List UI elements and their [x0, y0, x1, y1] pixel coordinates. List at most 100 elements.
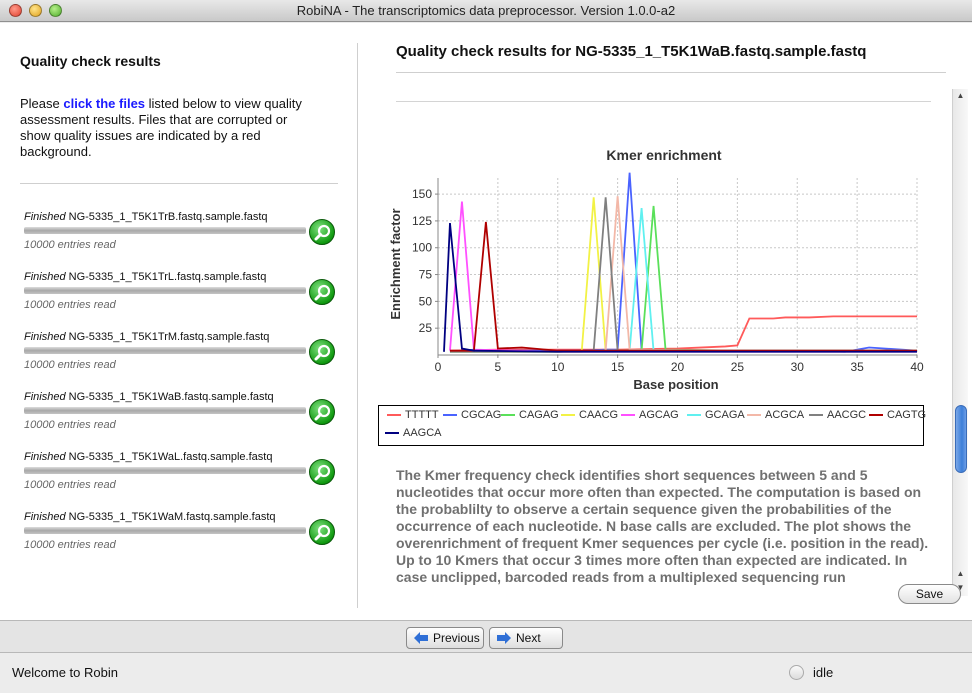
y-tick-label: 75	[419, 268, 433, 282]
file-progress-bar	[24, 227, 306, 234]
activity-indicator-icon	[789, 665, 804, 680]
view-results-button[interactable]	[309, 279, 335, 305]
intro-text-end: listed below to view quality assessment …	[20, 96, 302, 159]
chart-title: Kmer enrichment	[606, 147, 721, 163]
split-divider[interactable]	[357, 43, 358, 608]
results-scrollbar[interactable]: ▲ ▲ ▼	[952, 89, 968, 596]
save-button[interactable]: Save	[898, 584, 961, 604]
right-arrow-icon	[497, 632, 511, 644]
next-button-label: Next	[516, 631, 541, 645]
status-state: idle	[813, 665, 834, 680]
legend-label: AAGCA	[403, 427, 442, 439]
view-results-button[interactable]	[309, 519, 335, 545]
legend-swatch	[561, 414, 575, 417]
x-tick-label: 10	[551, 360, 565, 374]
legend-label: TTTTT	[405, 409, 439, 421]
legend-swatch	[621, 414, 635, 417]
intro-text-start: Please	[20, 96, 64, 111]
x-axis-label: Base position	[633, 377, 718, 392]
file-entry-count: 10000 entries read	[24, 299, 116, 311]
y-tick-label: 25	[419, 321, 433, 335]
series-line-aagca	[443, 222, 917, 353]
view-results-button[interactable]	[309, 219, 335, 245]
file-name-text: NG-5335_1_T5K1TrL.fastq.sample.fastq	[68, 271, 267, 283]
legend-label: AGCAG	[639, 409, 679, 421]
legend-swatch	[747, 414, 761, 417]
legend-item-aagca: AAGCA	[385, 427, 442, 439]
legend-item-acgca: ACGCA	[747, 409, 804, 421]
x-tick-label: 15	[611, 360, 625, 374]
file-progress-bar	[24, 287, 306, 294]
series-line-cagtg	[449, 221, 917, 352]
view-results-button[interactable]	[309, 339, 335, 365]
x-tick-label: 5	[495, 360, 502, 374]
scroll-thumb[interactable]	[955, 405, 967, 473]
previous-button-label: Previous	[433, 631, 480, 645]
window-title: RobiNA - The transcriptomics data prepro…	[296, 3, 676, 18]
status-bar: Welcome to Robin idle	[0, 654, 972, 693]
legend-swatch	[809, 414, 823, 417]
legend-item-cagtg: CAGTG	[869, 409, 926, 421]
file-entry-count: 10000 entries read	[24, 539, 116, 551]
legend-swatch	[501, 414, 515, 417]
legend-swatch	[869, 414, 883, 417]
legend-label: ACGCA	[765, 409, 805, 421]
y-tick-label: 50	[419, 294, 433, 308]
file-name[interactable]: Finished NG-5335_1_T5K1WaM.fastq.sample.…	[24, 511, 276, 523]
file-name[interactable]: Finished NG-5335_1_T5K1WaB.fastq.sample.…	[24, 391, 274, 403]
window-titlebar: RobiNA - The transcriptomics data prepro…	[0, 0, 972, 22]
file-name[interactable]: Finished NG-5335_1_T5K1TrM.fastq.sample.…	[24, 331, 269, 343]
legend-swatch	[387, 414, 401, 417]
file-list-item[interactable]: Finished NG-5335_1_T5K1WaL.fastq.sample.…	[24, 451, 340, 499]
file-name-text: NG-5335_1_T5K1WaL.fastq.sample.fastq	[68, 451, 273, 463]
file-list-item[interactable]: Finished NG-5335_1_T5K1TrM.fastq.sample.…	[24, 331, 340, 379]
x-tick-label: 25	[731, 360, 745, 374]
legend-label: CAGTG	[887, 409, 927, 421]
file-status: Finished	[24, 451, 66, 463]
intro-link: click the files	[63, 96, 146, 111]
file-status: Finished	[24, 271, 66, 283]
file-name[interactable]: Finished NG-5335_1_T5K1TrB.fastq.sample.…	[24, 211, 268, 223]
file-name[interactable]: Finished NG-5335_1_T5K1WaL.fastq.sample.…	[24, 451, 272, 463]
scroll-top-arrow-icon[interactable]: ▲	[956, 91, 965, 100]
series-line-ttttt	[449, 315, 917, 352]
legend-swatch	[687, 414, 701, 417]
chart-legend: TTTTT CGCAG CAGAG CAACG AGCAG GCAGA ACGCA AACGC…	[378, 405, 926, 446]
file-status: Finished	[24, 511, 66, 523]
series-line-cgcag	[449, 172, 918, 353]
file-list-item[interactable]: Finished NG-5335_1_T5K1TrL.fastq.sample.…	[24, 271, 340, 319]
magnifier-icon	[314, 224, 331, 241]
file-list-item[interactable]: Finished NG-5335_1_T5K1TrB.fastq.sample.…	[24, 211, 340, 259]
series-line-agcag	[449, 201, 917, 353]
previous-button[interactable]: Previous	[406, 627, 484, 649]
file-list-item[interactable]: Finished NG-5335_1_T5K1WaM.fastq.sample.…	[24, 511, 340, 559]
legend-item-cgcag: CGCAG	[443, 409, 501, 421]
file-list-item[interactable]: Finished NG-5335_1_T5K1WaB.fastq.sample.…	[24, 391, 340, 439]
file-name-text: NG-5335_1_T5K1TrM.fastq.sample.fastq	[68, 331, 270, 343]
results-scroll-pane[interactable]: 0 5 10 15 20 25 30 35 40 25 50 75 100 125 150 Kmer enri…	[376, 89, 968, 596]
series-line-cagag	[449, 205, 917, 353]
file-entry-count: 10000 entries read	[24, 239, 116, 251]
intro-text: Please click the files listed below to v…	[20, 96, 320, 160]
view-results-button[interactable]	[309, 399, 335, 425]
y-tick-label: 150	[412, 187, 432, 201]
legend-label: CGCAG	[461, 409, 502, 421]
scroll-down-arrow-icon[interactable]: ▼	[956, 583, 965, 592]
legend-swatch	[385, 432, 399, 435]
legend-label: CAACG	[579, 409, 619, 421]
window-minimize-icon[interactable]	[29, 4, 42, 17]
x-tick-label: 35	[850, 360, 864, 374]
magnifier-icon	[314, 404, 331, 421]
x-tick-label: 20	[671, 360, 685, 374]
scroll-up-arrow-icon[interactable]: ▲	[956, 569, 965, 578]
legend-item-gcaga: GCAGA	[687, 409, 745, 421]
view-results-button[interactable]	[309, 459, 335, 485]
magnifier-icon	[314, 284, 331, 301]
status-message: Welcome to Robin	[12, 665, 118, 680]
window-zoom-icon[interactable]	[49, 4, 62, 17]
x-tick-label: 30	[791, 360, 805, 374]
window-close-icon[interactable]	[9, 4, 22, 17]
file-name[interactable]: Finished NG-5335_1_T5K1TrL.fastq.sample.…	[24, 271, 266, 283]
kmer-enrichment-chart: 0 5 10 15 20 25 30 35 40 25 50 75 100 125 150 Kmer enri…	[388, 147, 924, 392]
next-button[interactable]: Next	[489, 627, 563, 649]
